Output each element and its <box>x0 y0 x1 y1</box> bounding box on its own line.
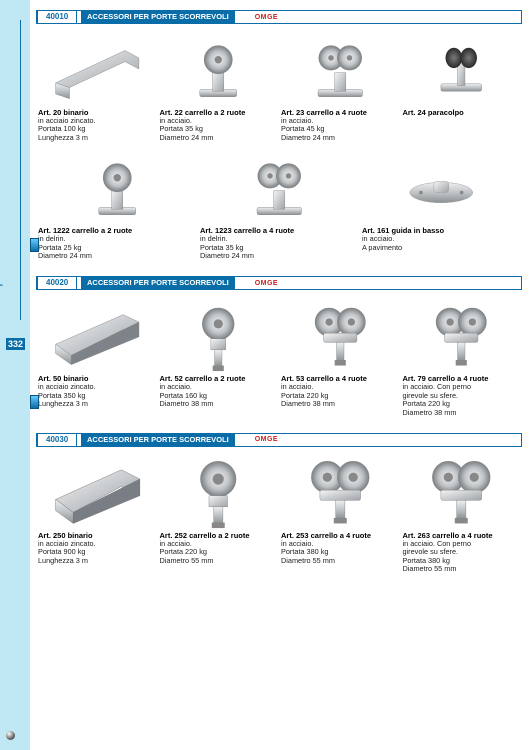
product-desc: in delrin.Portata 35 kgDiametro 24 mm <box>200 235 358 260</box>
product-image <box>160 298 278 372</box>
section: 40020 ACCESSORI PER PORTE SCORREVOLI OMG… <box>36 276 522 423</box>
product-desc: in acciaio.A pavimento <box>362 235 520 252</box>
product-desc: in acciaio zincato.Portata 100 kgLunghez… <box>38 117 156 142</box>
product-image <box>160 32 278 106</box>
main-content: 40010 ACCESSORI PER PORTE SCORREVOLI OMG… <box>36 10 522 589</box>
product-desc: in delrin.Portata 25 kgDiametro 24 mm <box>38 235 196 260</box>
product-image <box>160 455 278 529</box>
marker-icon <box>30 238 39 252</box>
side-rail: accessori per infissi in ferro 332 <box>0 0 30 750</box>
product-row: Art. 1222 carrello a 2 ruote in delrin.P… <box>36 148 522 266</box>
brand-logo: OMGE <box>255 436 278 443</box>
brand-logo: OMGE <box>255 14 278 21</box>
section-title: ACCESSORI PER PORTE SCORREVOLI <box>81 11 235 23</box>
product-cell: Art. 23 carrello a 4 ruote in acciaio.Po… <box>279 30 401 148</box>
product-desc: in acciaio.Portata 35 kgDiametro 24 mm <box>160 117 278 142</box>
product-desc: in acciaio. Con pernogirevole su sfere.P… <box>403 540 521 574</box>
product-image <box>38 32 156 106</box>
product-image <box>403 298 521 372</box>
product-desc: in acciaio.Portata 220 kgDiametro 55 mm <box>160 540 278 565</box>
section-header: 40020 ACCESSORI PER PORTE SCORREVOLI OMG… <box>36 276 522 290</box>
product-cell: Art. 22 carrello a 2 ruote in acciaio.Po… <box>158 30 280 148</box>
product-desc: in acciaio.Portata 380 kgDiametro 55 mm <box>281 540 399 565</box>
product-cell: Art. 52 carrello a 2 ruote in acciaio.Po… <box>158 296 280 423</box>
product-desc: in acciaio.Portata 45 kgDiametro 24 mm <box>281 117 399 142</box>
product-image <box>38 298 156 372</box>
product-image <box>403 32 521 106</box>
page-number: 332 <box>6 338 25 350</box>
section-code: 40020 <box>37 276 77 290</box>
product-desc: in acciaio.Portata 220 kgDiametro 38 mm <box>281 383 399 408</box>
product-desc: in acciaio zincato.Portata 350 kgLunghez… <box>38 383 156 408</box>
section-title: ACCESSORI PER PORTE SCORREVOLI <box>81 434 235 446</box>
product-row: Art. 50 binario in acciaio zincato.Porta… <box>36 296 522 423</box>
rail-category: accessori per infissi in ferro <box>0 188 3 346</box>
product-cell: Art. 253 carrello a 4 ruote in acciaio.P… <box>279 453 401 580</box>
section-code: 40010 <box>37 10 77 24</box>
product-cell: Art. 1223 carrello a 4 ruote in delrin.P… <box>198 148 360 266</box>
product-image <box>38 150 196 224</box>
section-header: 40030 ACCESSORI PER PORTE SCORREVOLI OMG… <box>36 433 522 447</box>
product-cell: Art. 252 carrello a 2 ruote in acciaio.P… <box>158 453 280 580</box>
product-cell: Art. 161 guida in basso in acciaio.A pav… <box>360 148 522 266</box>
product-image <box>362 150 520 224</box>
product-image <box>281 298 399 372</box>
product-image <box>403 455 521 529</box>
product-cell: Art. 1222 carrello a 2 ruote in delrin.P… <box>36 148 198 266</box>
product-row: Art. 20 binario in acciaio zincato.Porta… <box>36 30 522 148</box>
product-cell: Art. 24 paracolpo <box>401 30 523 148</box>
section-header: 40010 ACCESSORI PER PORTE SCORREVOLI OMG… <box>36 10 522 24</box>
product-image <box>281 455 399 529</box>
brand-logo: OMGE <box>255 280 278 287</box>
product-row: Art. 250 binario in acciaio zincato.Port… <box>36 453 522 580</box>
marker-icon <box>30 395 39 409</box>
product-image <box>200 150 358 224</box>
product-cell: Art. 50 binario in acciaio zincato.Porta… <box>36 296 158 423</box>
product-cell: Art. 250 binario in acciaio zincato.Port… <box>36 453 158 580</box>
product-desc: in acciaio zincato.Portata 900 kgLunghez… <box>38 540 156 565</box>
product-desc: in acciaio.Portata 160 kgDiametro 38 mm <box>160 383 278 408</box>
product-cell: Art. 20 binario in acciaio zincato.Porta… <box>36 30 158 148</box>
product-cell: Art. 79 carrello a 4 ruote in acciaio. C… <box>401 296 523 423</box>
section-code: 40030 <box>37 433 77 447</box>
product-desc: in acciaio. Con pernogirevole su sfere.P… <box>403 383 521 417</box>
section: 40010 ACCESSORI PER PORTE SCORREVOLI OMG… <box>36 10 522 266</box>
section: 40030 ACCESSORI PER PORTE SCORREVOLI OMG… <box>36 433 522 580</box>
corner-dot <box>6 731 15 740</box>
rail-divider <box>20 20 21 320</box>
product-image <box>281 32 399 106</box>
product-cell: Art. 53 carrello a 4 ruote in acciaio.Po… <box>279 296 401 423</box>
product-title: Art. 24 paracolpo <box>403 108 521 117</box>
product-cell: Art. 263 carrello a 4 ruote in acciaio. … <box>401 453 523 580</box>
product-image <box>38 455 156 529</box>
section-title: ACCESSORI PER PORTE SCORREVOLI <box>81 277 235 289</box>
